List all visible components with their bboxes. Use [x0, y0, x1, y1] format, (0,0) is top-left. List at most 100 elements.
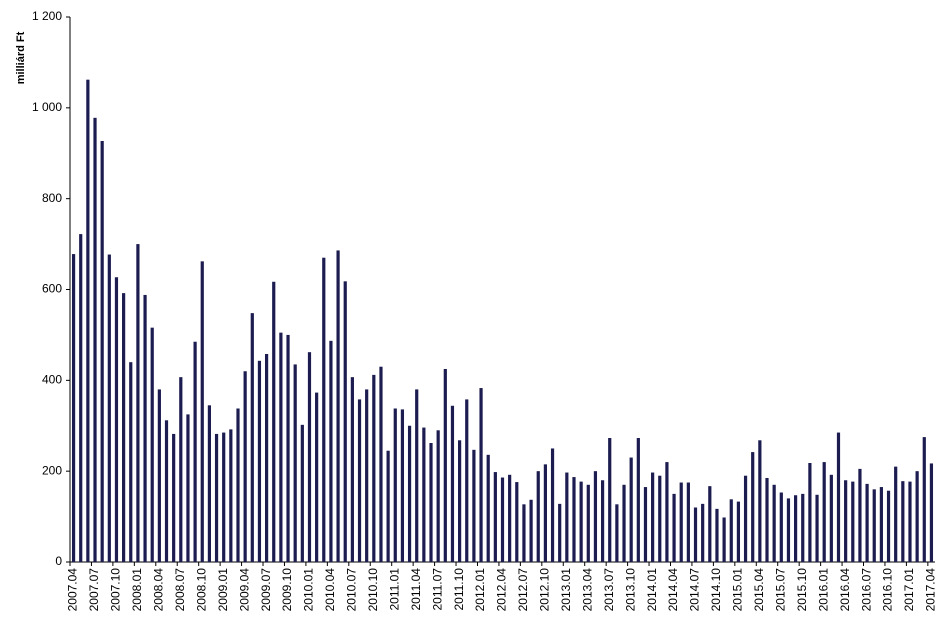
x-tick-label: 2015.07	[773, 568, 787, 612]
bar	[229, 429, 233, 562]
bar	[743, 475, 748, 562]
y-tick-label: 1 000	[32, 100, 62, 114]
x-tick-label: 2007.04	[66, 568, 80, 612]
x-tick-label: 2015.10	[795, 568, 809, 612]
bar	[722, 517, 726, 562]
bar	[922, 437, 926, 562]
bar	[272, 281, 276, 562]
bar	[214, 433, 219, 562]
bar	[315, 392, 319, 562]
bar	[736, 501, 741, 562]
x-tick-label: 2016.07	[859, 568, 873, 612]
bar	[393, 408, 397, 562]
bar	[729, 499, 733, 562]
bar	[86, 79, 90, 563]
bar	[222, 432, 226, 562]
bar	[93, 117, 97, 562]
bar	[522, 504, 526, 562]
bar	[679, 482, 683, 562]
bar	[257, 360, 262, 562]
x-tick-label: 2012.04	[495, 568, 509, 612]
bar	[493, 472, 497, 562]
bar	[386, 450, 390, 562]
bar	[686, 482, 690, 562]
bar	[193, 341, 197, 562]
bar	[558, 503, 562, 562]
bar	[565, 472, 569, 562]
bar	[643, 487, 648, 562]
bar	[486, 454, 490, 562]
x-tick-label: 2008.10	[194, 568, 208, 612]
y-tick-label: 0	[55, 554, 62, 568]
bar	[815, 494, 819, 562]
bar	[508, 474, 512, 562]
bar	[872, 489, 876, 562]
bar	[450, 405, 455, 562]
bar	[157, 389, 161, 562]
bar	[615, 504, 619, 562]
bar	[465, 399, 469, 562]
bar	[622, 484, 626, 562]
bar	[350, 377, 354, 562]
bar	[793, 495, 798, 562]
x-tick-label: 2008.07	[173, 568, 187, 612]
bar	[586, 484, 590, 562]
x-tick-label: 2011.10	[452, 568, 466, 611]
bar	[801, 493, 805, 562]
x-tick-label: 2016.01	[816, 568, 830, 612]
bar	[415, 389, 419, 562]
x-tick-label: 2012.10	[538, 568, 552, 612]
bar	[71, 254, 76, 562]
x-tick-label: 2010.07	[345, 568, 359, 612]
x-tick-label: 2013.04	[580, 568, 594, 612]
bar	[422, 427, 426, 562]
bar	[150, 327, 154, 562]
bar	[107, 254, 111, 562]
x-tick-label: 2011.04	[409, 568, 423, 611]
bar	[172, 433, 176, 562]
bar	[543, 464, 547, 562]
bar	[529, 499, 533, 562]
bar	[329, 340, 333, 562]
x-tick-label: 2013.01	[559, 568, 573, 612]
bar	[901, 481, 905, 562]
x-tick-label: 2014.07	[688, 568, 702, 612]
bar	[858, 468, 862, 562]
x-tick-label: 2007.10	[109, 568, 123, 612]
bar	[708, 486, 712, 562]
y-tick-label: 600	[42, 282, 62, 296]
bar	[651, 472, 655, 562]
bar	[136, 244, 140, 563]
bar	[336, 250, 340, 563]
bar	[443, 368, 447, 562]
bar	[865, 483, 869, 562]
x-tick-label: 2017.01	[902, 568, 916, 612]
x-tick-label: 2010.04	[323, 568, 337, 612]
x-tick-label: 2008.01	[130, 568, 144, 612]
bar	[400, 409, 405, 562]
x-tick-label: 2007.07	[87, 568, 101, 612]
bar	[772, 484, 776, 562]
x-tick-label: 2014.04	[666, 568, 680, 612]
bar	[300, 424, 304, 562]
bar	[286, 334, 290, 562]
bar	[357, 399, 362, 562]
bar	[243, 371, 247, 562]
y-tick-label: 1 200	[32, 9, 62, 23]
bar	[808, 462, 812, 562]
bar	[886, 490, 891, 562]
bar	[236, 408, 240, 562]
bar	[536, 471, 540, 562]
y-axis-title: milliárd Ft	[15, 31, 27, 84]
bar	[129, 362, 133, 562]
bar	[851, 481, 855, 562]
bar	[379, 366, 383, 562]
bar	[600, 480, 605, 562]
x-tick-label: 2009.10	[280, 568, 294, 612]
bar	[629, 457, 633, 562]
bar	[758, 440, 762, 562]
bar	[322, 257, 326, 562]
bar	[122, 293, 126, 562]
x-tick-label: 2015.04	[752, 568, 766, 612]
bar	[307, 352, 312, 562]
